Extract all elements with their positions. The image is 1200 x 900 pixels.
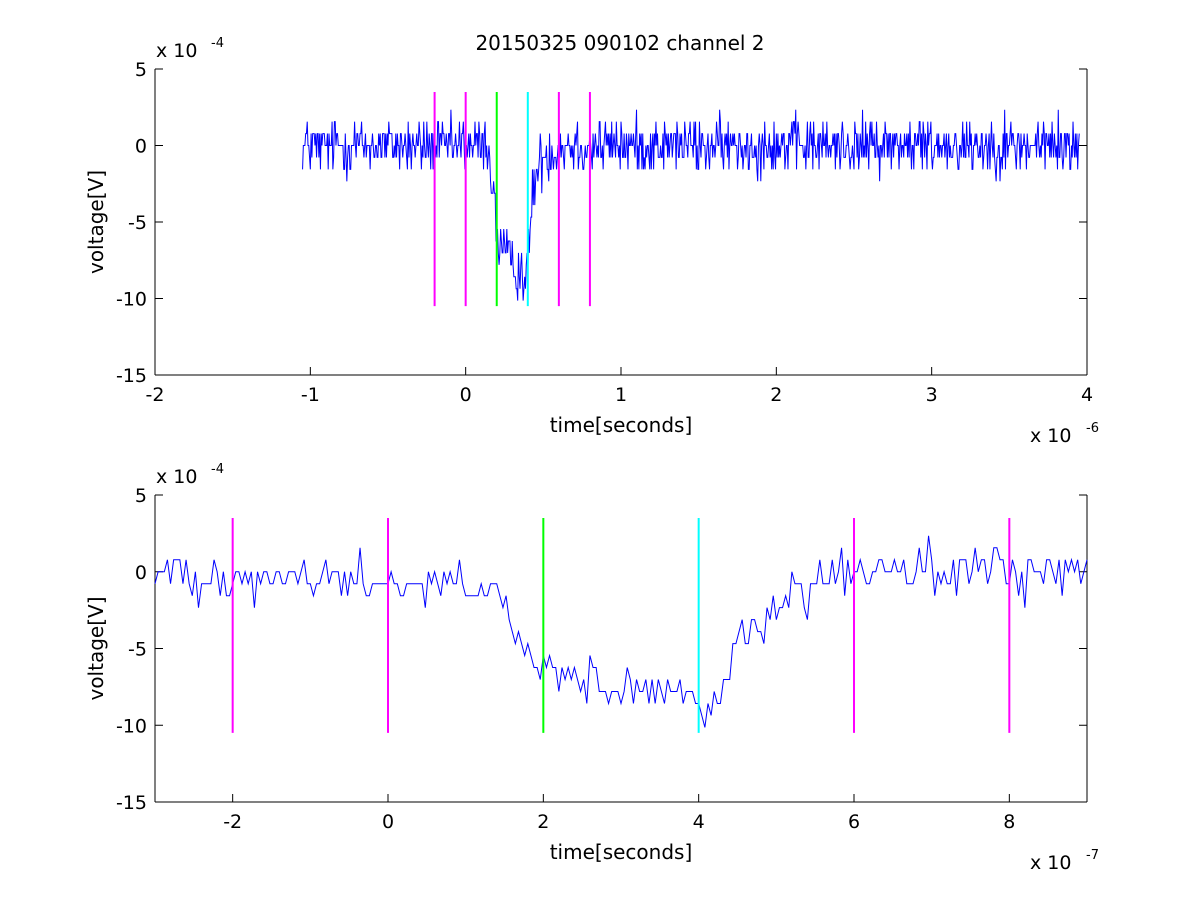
y-tick-label: -15 <box>116 792 147 814</box>
y-exponent-power: -4 <box>211 462 224 477</box>
y-axis-label: voltage[V] <box>84 170 108 274</box>
x-exponent-power: -6 <box>1086 421 1099 436</box>
x-tick-label: -2 <box>146 384 165 406</box>
x-exponent-label: x 10 <box>1030 852 1071 874</box>
top-plot: -2 -1 0 1 2 3 4-15-10-505time[seconds]voltage[… <box>84 36 1099 447</box>
y-tick-label: 0 <box>135 136 147 158</box>
y-tick-label: -5 <box>128 639 147 661</box>
y-tick-label: -5 <box>128 212 147 234</box>
x-tick-label: 4 <box>1081 384 1093 406</box>
x-axis-label: time[seconds] <box>550 840 693 864</box>
x-axis-label: time[seconds] <box>550 413 693 437</box>
x-tick-label: 0 <box>460 384 472 406</box>
y-tick-label: -15 <box>116 365 147 387</box>
x-tick-label: 3 <box>926 384 938 406</box>
y-axis-label: voltage[V] <box>84 596 108 700</box>
x-exponent-power: -7 <box>1086 848 1099 863</box>
x-tick-label: 4 <box>693 811 705 833</box>
figure-title: 20150325 090102 channel 2 <box>475 31 764 55</box>
y-exponent-label: x 10 <box>156 40 197 62</box>
signal-series-line <box>302 109 1080 301</box>
x-tick-label: 8 <box>1003 811 1015 833</box>
y-exponent-label: x 10 <box>156 466 197 488</box>
x-tick-label: 6 <box>848 811 860 833</box>
x-exponent-label: x 10 <box>1030 425 1071 447</box>
x-tick-label: -2 <box>223 811 242 833</box>
y-tick-label: 5 <box>135 485 147 507</box>
bottom-plot: -2 0 2 4 6 8 -15 -10 -5 0 5 time[seconds] voltage[V]… <box>84 462 1099 874</box>
x-tick-label: 2 <box>537 811 549 833</box>
x-tick-label: 0 <box>382 811 394 833</box>
y-tick-label: -10 <box>116 715 147 737</box>
x-tick-label: 2 <box>770 384 782 406</box>
y-exponent-power: -4 <box>211 36 224 51</box>
x-tick-label: -1 <box>301 384 320 406</box>
signal-series-line <box>154 535 1088 728</box>
y-tick-label: 0 <box>135 562 147 584</box>
y-tick-label: -10 <box>116 289 147 311</box>
x-tick-label: 1 <box>615 384 627 406</box>
y-tick-label: 5 <box>135 59 147 81</box>
